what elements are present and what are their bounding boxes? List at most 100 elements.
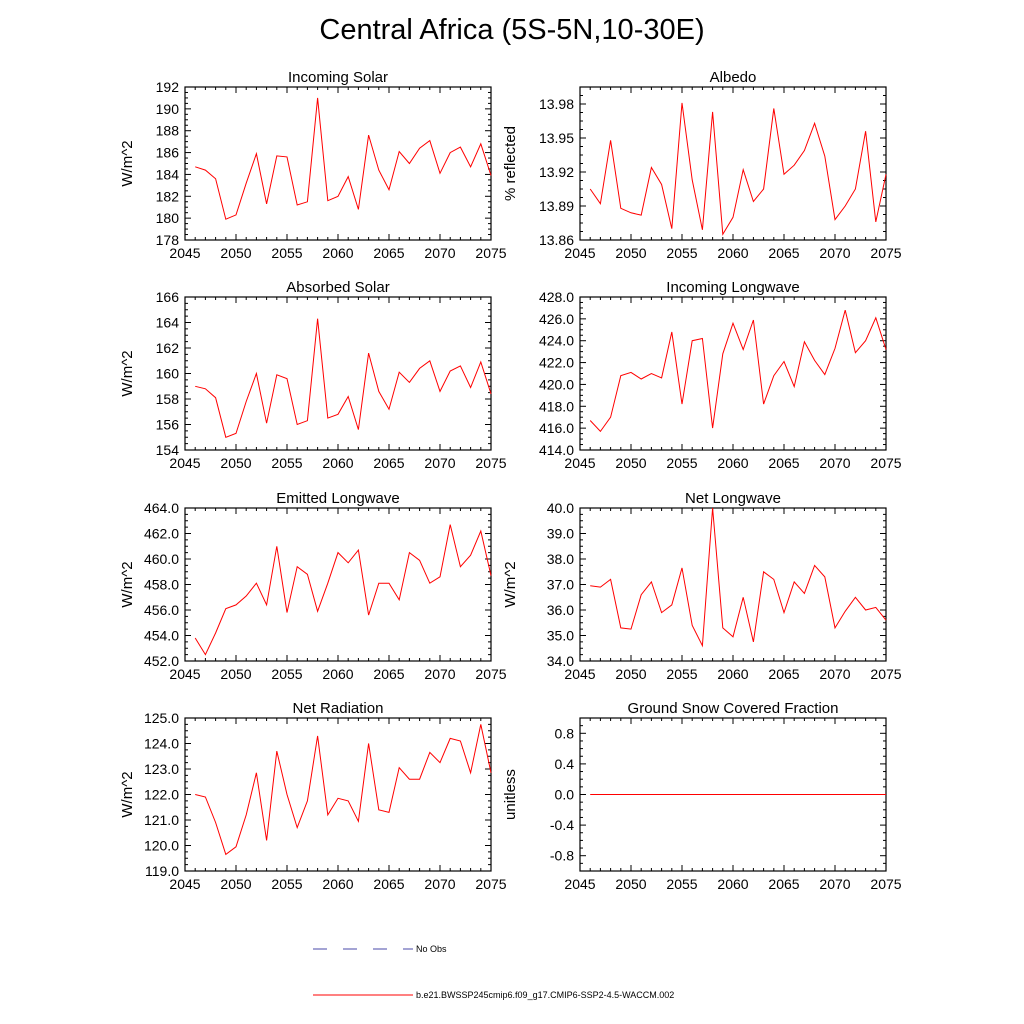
- emitted-longwave-ytick-label: 460.0: [144, 551, 179, 567]
- incoming-solar-ytick-label: 182: [156, 188, 180, 204]
- incoming-solar-ytick-label: 188: [156, 123, 180, 139]
- net-radiation-xtick-label: 2055: [271, 876, 302, 892]
- net-radiation-ytick-label: 123.0: [144, 761, 179, 777]
- absorbed-solar-ytick-label: 166: [156, 289, 180, 305]
- ground-snow-covered-fraction-ytick-label: 0.4: [555, 756, 575, 772]
- incoming-longwave-xtick-label: 2070: [819, 455, 850, 471]
- absorbed-solar-ytick-label: 156: [156, 417, 180, 433]
- panel-layer: Incoming Solar 2045 2050 2055 2060 2065 2070 20…: [119, 69, 902, 892]
- emitted-longwave-ytick-label: 458.0: [144, 577, 179, 593]
- net-longwave-ylabel: W/m^2: [502, 561, 519, 607]
- incoming-solar-xtick-label: 2050: [220, 245, 251, 261]
- net-longwave-ytick-label: 37.0: [547, 577, 574, 593]
- incoming-solar-ytick-label: 180: [156, 210, 180, 226]
- incoming-solar-xtick-label: 2065: [373, 245, 404, 261]
- absorbed-solar-ylabel: W/m^2: [119, 350, 136, 396]
- incoming-solar-xtick-label: 2070: [424, 245, 455, 261]
- panel-ground-snow-covered-fraction: Ground Snow Covered Fraction 2045 2050 2055…: [502, 700, 902, 892]
- legend-obs-label: No Obs: [416, 944, 447, 954]
- net-radiation-xtick-label: 2060: [322, 876, 353, 892]
- net-radiation-ytick-label: 124.0: [144, 736, 179, 752]
- albedo-ytick-label: 13.95: [539, 130, 574, 146]
- emitted-longwave-xtick-label: 2055: [271, 666, 302, 682]
- emitted-longwave-xtick-label: 2045: [169, 666, 200, 682]
- incoming-solar-xtick-label: 2075: [475, 245, 506, 261]
- incoming-longwave-ytick-label: 414.0: [539, 442, 574, 458]
- net-radiation-xtick-label: 2045: [169, 876, 200, 892]
- incoming-solar-ytick-label: 190: [156, 101, 180, 117]
- absorbed-solar-xtick-label: 2045: [169, 455, 200, 471]
- incoming-solar-ytick-label: 192: [156, 79, 180, 95]
- incoming-solar-ytick-label: 186: [156, 145, 180, 161]
- albedo-xtick-label: 2075: [870, 245, 901, 261]
- absorbed-solar-xtick-label: 2065: [373, 455, 404, 471]
- net-radiation-xtick-label: 2070: [424, 876, 455, 892]
- incoming-solar-ytick-label: 178: [156, 232, 180, 248]
- net-longwave-xtick-label: 2070: [819, 666, 850, 682]
- emitted-longwave-ytick-label: 454.0: [144, 628, 179, 644]
- incoming-longwave-xtick-label: 2060: [717, 455, 748, 471]
- net-longwave-plot-frame: [579, 507, 887, 662]
- ground-snow-covered-fraction-xtick-label: 2065: [768, 876, 799, 892]
- incoming-longwave-ytick-label: 428.0: [539, 289, 574, 305]
- net-longwave-xtick-label: 2055: [666, 666, 697, 682]
- absorbed-solar-xtick-label: 2070: [424, 455, 455, 471]
- incoming-longwave-xtick-label: 2045: [564, 455, 595, 471]
- emitted-longwave-xtick-label: 2075: [475, 666, 506, 682]
- emitted-longwave-xtick-label: 2065: [373, 666, 404, 682]
- absorbed-solar-xtick-label: 2075: [475, 455, 506, 471]
- net-longwave-xtick-label: 2060: [717, 666, 748, 682]
- incoming-longwave-ytick-label: 418.0: [539, 398, 574, 414]
- emitted-longwave-series-line: [194, 524, 492, 656]
- albedo-xtick-label: 2050: [615, 245, 646, 261]
- net-longwave-ytick-label: 36.0: [547, 602, 574, 618]
- albedo-xtick-label: 2065: [768, 245, 799, 261]
- albedo-xtick-label: 2060: [717, 245, 748, 261]
- absorbed-solar-title: Absorbed Solar: [286, 279, 389, 296]
- legend: No Obs b.e21.BWSSP245cmip6.f09_g17.CMIP6…: [313, 944, 674, 1000]
- incoming-longwave-title: Incoming Longwave: [666, 279, 799, 296]
- ground-snow-covered-fraction-xtick-label: 2060: [717, 876, 748, 892]
- net-longwave-ytick-label: 40.0: [547, 500, 574, 516]
- ground-snow-covered-fraction-xtick-label: 2045: [564, 876, 595, 892]
- absorbed-solar-xtick-label: 2060: [322, 455, 353, 471]
- incoming-longwave-xtick-label: 2065: [768, 455, 799, 471]
- panel-albedo: Albedo 2045 2050 2055 2060 2065 2070 2075 13.86 1…: [502, 69, 902, 261]
- albedo-ytick-label: 13.98: [539, 96, 574, 112]
- absorbed-solar-ytick-label: 158: [156, 391, 180, 407]
- emitted-longwave-ytick-label: 464.0: [144, 500, 179, 516]
- net-longwave-ytick-label: 39.0: [547, 526, 574, 542]
- net-longwave-series-line: [590, 507, 887, 648]
- net-longwave-xtick-label: 2065: [768, 666, 799, 682]
- emitted-longwave-xtick-label: 2070: [424, 666, 455, 682]
- panel-net-radiation: Net Radiation 2045 2050 2055 2060 2065 2070 207…: [119, 700, 507, 892]
- absorbed-solar-series-line: [195, 318, 492, 438]
- incoming-solar-title: Incoming Solar: [288, 69, 388, 86]
- absorbed-solar-plot-frame: [184, 296, 492, 451]
- incoming-solar-xtick-label: 2060: [322, 245, 353, 261]
- absorbed-solar-xtick-label: 2055: [271, 455, 302, 471]
- emitted-longwave-ylabel: W/m^2: [119, 561, 136, 607]
- panel-net-longwave: Net Longwave 2045 2050 2055 2060 2065 2070 2075…: [502, 490, 902, 682]
- ground-snow-covered-fraction-ytick-label: -0.4: [550, 817, 574, 833]
- albedo-xtick-label: 2055: [666, 245, 697, 261]
- albedo-xtick-label: 2070: [819, 245, 850, 261]
- net-longwave-title: Net Longwave: [685, 490, 781, 507]
- emitted-longwave-xtick-label: 2060: [322, 666, 353, 682]
- incoming-longwave-ytick-label: 424.0: [539, 333, 574, 349]
- albedo-ylabel: % reflected: [502, 126, 519, 201]
- panel-incoming-longwave: Incoming Longwave 2045 2050 2055 2060 2065 207…: [539, 279, 902, 471]
- incoming-longwave-ytick-label: 426.0: [539, 311, 574, 327]
- net-radiation-xtick-label: 2050: [220, 876, 251, 892]
- ground-snow-covered-fraction-xtick-label: 2070: [819, 876, 850, 892]
- incoming-longwave-ytick-label: 416.0: [539, 420, 574, 436]
- net-radiation-xtick-label: 2065: [373, 876, 404, 892]
- albedo-ytick-label: 13.89: [539, 198, 574, 214]
- albedo-title: Albedo: [710, 69, 757, 86]
- net-radiation-ytick-label: 122.0: [144, 787, 179, 803]
- net-radiation-plot-frame: [184, 717, 492, 872]
- absorbed-solar-ytick-label: 154: [156, 442, 180, 458]
- albedo-ytick-label: 13.86: [539, 232, 574, 248]
- incoming-longwave-xtick-label: 2050: [615, 455, 646, 471]
- absorbed-solar-ytick-label: 162: [156, 340, 180, 356]
